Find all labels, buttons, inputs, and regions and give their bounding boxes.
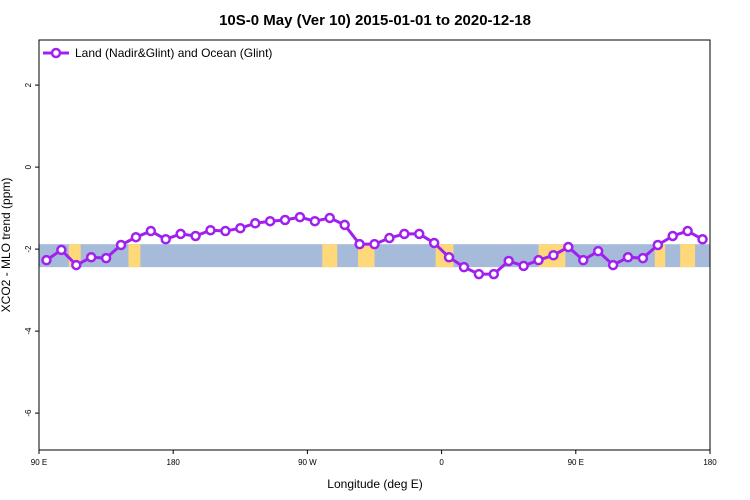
data-point — [697, 234, 708, 245]
land-patch — [538, 244, 549, 268]
x-tick-label: 180 — [703, 458, 717, 467]
x-tick-label: 0 — [439, 458, 444, 467]
data-point — [190, 230, 201, 242]
data-point — [145, 225, 157, 237]
land-patch — [322, 244, 338, 268]
data-point — [115, 239, 127, 251]
data-point — [205, 224, 216, 236]
legend: Land (Nadir&Glint) and Ocean (Glint) — [43, 46, 272, 60]
data-point — [160, 234, 171, 245]
data-point — [130, 231, 142, 243]
y-tick-label: -2 — [24, 245, 33, 253]
data-point — [443, 252, 455, 263]
data-point — [384, 232, 395, 244]
data-point — [354, 238, 365, 250]
data-point — [473, 268, 485, 280]
series-group — [41, 211, 708, 280]
land-patch — [680, 244, 696, 268]
data-point — [563, 241, 574, 253]
chart-title: 10S-0 May (Ver 10) 2015-01-01 to 2020-12… — [219, 12, 531, 29]
data-point — [518, 260, 529, 272]
x-tick-label: 90 E — [31, 458, 47, 467]
data-point — [682, 225, 693, 237]
data-point — [399, 228, 410, 240]
x-axis-label: Longitude (deg E) — [327, 477, 422, 491]
data-point — [667, 230, 678, 242]
x-tick-label: 90 E — [568, 458, 584, 467]
plot-frame — [38, 39, 711, 451]
data-point — [56, 244, 67, 256]
data-point — [294, 211, 306, 223]
y-axis: 2 0 -2 -4 -6 — [24, 82, 39, 417]
data-point — [592, 245, 604, 257]
legend-label: Land (Nadir&Glint) and Ocean (Glint) — [75, 46, 272, 60]
land-patch — [654, 244, 666, 268]
data-point — [264, 215, 276, 227]
data-point — [637, 252, 649, 264]
y-tick-label: -6 — [24, 409, 33, 417]
data-point — [175, 228, 186, 240]
y-axis-label: XCO2 - MLO trend (ppm) — [0, 178, 13, 313]
data-point — [428, 237, 440, 249]
land-patch — [128, 244, 141, 268]
data-point — [458, 261, 470, 273]
data-point — [488, 268, 500, 280]
y-tick-label: 2 — [24, 82, 33, 87]
data-point — [100, 252, 112, 264]
y-tick-label: 0 — [24, 164, 33, 169]
data-point — [85, 252, 97, 263]
data-point — [548, 250, 559, 261]
data-point — [339, 219, 350, 231]
data-point — [235, 222, 246, 234]
legend-marker — [50, 47, 62, 59]
data-point — [652, 239, 664, 251]
data-point — [578, 254, 589, 266]
data-point — [369, 238, 380, 250]
data-point — [413, 228, 425, 240]
data-point — [622, 252, 634, 263]
data-point — [309, 215, 321, 227]
data-point — [71, 259, 82, 271]
data-point — [607, 259, 619, 271]
x-axis: 90 E 180 90 W 0 90 E 180 — [31, 450, 717, 467]
data-point — [279, 214, 291, 226]
data-point — [533, 254, 544, 266]
data-point — [503, 255, 514, 267]
land-patch — [358, 244, 375, 268]
land-patch — [68, 244, 81, 268]
x-tick-label: 90 W — [298, 458, 317, 467]
y-tick-label: -4 — [24, 327, 33, 335]
data-point — [220, 225, 231, 237]
x-tick-label: 180 — [167, 458, 181, 467]
data-point — [41, 254, 52, 266]
data-point — [249, 218, 261, 229]
data-point — [324, 212, 336, 224]
